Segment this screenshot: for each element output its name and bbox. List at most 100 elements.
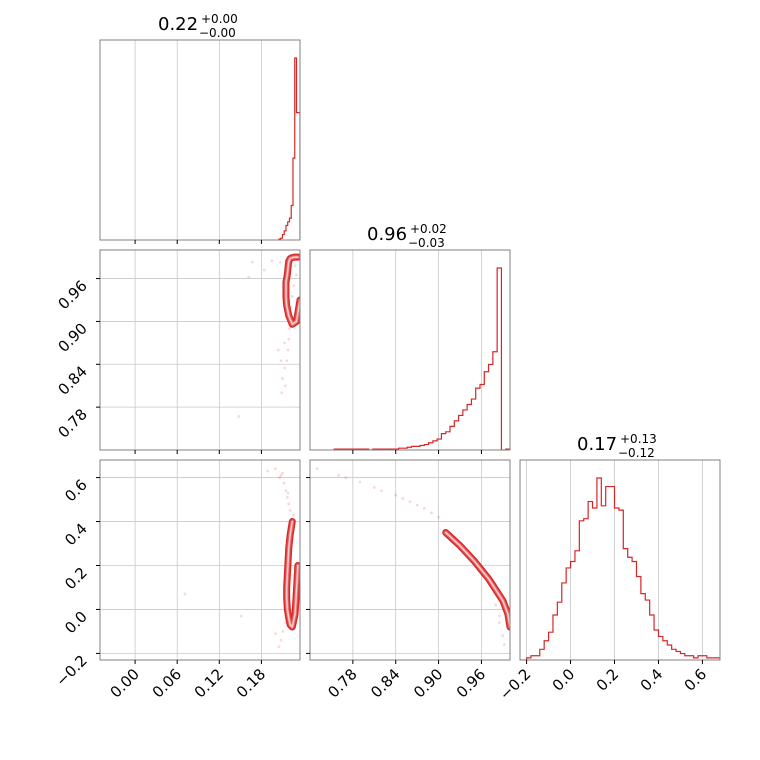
title-param-1-median: 0.22 — [158, 14, 198, 35]
tick-label-x: 0.2 — [593, 665, 623, 695]
tick-label-y: 0.6 — [61, 476, 91, 506]
scatter-point-p2-p3 — [422, 506, 426, 510]
scatter-point-p1-p2 — [290, 295, 294, 298]
tick-label-x: 0.4 — [637, 665, 667, 695]
scatter-point-p1-p3 — [274, 467, 277, 471]
tick-label-x: 0.84 — [367, 665, 403, 701]
title-param-3-plus: +0.13 — [620, 432, 657, 446]
scatter-point-p1-p3 — [281, 630, 285, 633]
hist-param-2 — [333, 267, 510, 450]
scatter-point-p1-p3 — [266, 469, 270, 473]
scatter-point-p1-p3 — [279, 638, 283, 642]
title-param-3: 0.17 — [577, 434, 617, 455]
tick-label-y: 0.0 — [61, 608, 91, 638]
scatter-point-p2-p3 — [401, 497, 405, 500]
title-param-3-minus: −0.12 — [618, 446, 655, 460]
panel-p1-p3 — [99, 459, 301, 661]
scatter-point-p2-p3 — [415, 503, 419, 507]
scatter-point-p2-p3 — [430, 511, 433, 515]
tick-label-x: 0.96 — [453, 665, 489, 701]
scatter-point-p1-p2 — [247, 275, 251, 279]
scatter-point-p1-p3 — [279, 473, 283, 477]
hist-param-1 — [278, 57, 300, 240]
tick-label-x: 0.18 — [233, 665, 269, 701]
scatter-point-p2-p3 — [315, 467, 319, 471]
scatter-point-p2-p3 — [494, 603, 498, 607]
scatter-point-p1-p3 — [283, 621, 287, 625]
scatter-point-p1-p3 — [281, 471, 284, 475]
scatter-point-p1-p3 — [183, 592, 187, 596]
scatter-point-p2-p3 — [358, 480, 362, 484]
scatter-point-p1-p2 — [283, 341, 286, 345]
scatter-point-p1-p2 — [288, 327, 291, 330]
scatter-point-p1-p2 — [292, 284, 296, 288]
contour-p2-p3-level-3 — [444, 531, 510, 629]
scatter-point-p1-p2 — [270, 259, 274, 263]
hist-param-3 — [520, 477, 720, 660]
tick-label-x: 0.0 — [549, 665, 579, 695]
contour-p2-p3-level-4 — [445, 531, 510, 628]
scatter-point-p1-p3 — [287, 502, 291, 506]
tick-label-x: −0.2 — [496, 665, 534, 703]
scatter-point-p1-p3 — [285, 495, 289, 499]
scatter-point-p1-p2 — [278, 260, 282, 264]
scatter-point-p1-p2 — [237, 415, 241, 418]
scatter-point-p1-p3 — [282, 481, 286, 485]
tick-label-x: 0.12 — [191, 665, 227, 701]
scatter-point-p1-p2 — [286, 348, 290, 352]
tick-label-y: 0.84 — [54, 362, 90, 398]
tick-label-y: −0.2 — [52, 652, 90, 690]
scatter-point-p1-p2 — [283, 384, 287, 388]
scatter-point-p1-p2 — [285, 359, 289, 363]
title-param-1-plus: +0.00 — [201, 12, 238, 26]
scatter-point-p2-p3 — [344, 476, 348, 479]
scatter-point-p2-p3 — [502, 643, 506, 647]
title-param-1: 0.22 — [158, 14, 198, 35]
scatter-point-p2-p3 — [501, 634, 505, 638]
title-param-1-minus: −0.00 — [199, 26, 236, 40]
tick-label-y: 0.96 — [54, 277, 90, 313]
scatter-point-p2-p3 — [437, 515, 440, 519]
panel-hist-param-1 — [99, 39, 301, 241]
contour-p2-p3-level-1 — [442, 529, 510, 631]
title-param-3-median: 0.17 — [577, 434, 617, 455]
contour-p1-p2-level-4 — [285, 256, 300, 325]
tick-label-x: 0.6 — [681, 665, 711, 695]
scatter-point-p1-p2 — [295, 273, 298, 277]
scatter-point-p1-p3 — [239, 614, 243, 618]
scatter-point-p1-p3 — [284, 489, 288, 493]
scatter-point-p1-p2 — [276, 348, 280, 352]
panel-p1-p2 — [99, 249, 301, 451]
scatter-point-p1-p3 — [292, 513, 296, 517]
panel-p2-p3 — [309, 459, 511, 661]
scatter-point-p1-p2 — [281, 377, 284, 380]
scatter-point-p2-p3 — [497, 614, 501, 618]
scatter-point-p1-p2 — [280, 391, 284, 395]
scatter-point-p2-p3 — [337, 473, 340, 477]
tick-label-y: 0.78 — [54, 405, 90, 441]
scatter-point-p1-p3 — [288, 509, 292, 512]
scatter-point-p1-p2 — [250, 260, 254, 264]
tick-label-y: 0.4 — [61, 520, 91, 550]
scatter-point-p1-p2 — [293, 264, 297, 268]
title-param-2: 0.96 — [367, 224, 407, 245]
scatter-point-p1-p2 — [279, 359, 283, 363]
tick-label-y: 0.2 — [61, 564, 91, 594]
scatter-point-p2-p3 — [394, 493, 398, 497]
title-param-2-plus: +0.02 — [410, 222, 447, 236]
tick-label-x: 0.06 — [149, 665, 185, 701]
scatter-point-p1-p3 — [274, 632, 277, 636]
contour-p2-p3-level-2 — [443, 530, 510, 630]
tick-label-y: 0.90 — [54, 320, 90, 356]
scatter-point-p1-p2 — [283, 366, 286, 370]
scatter-point-p2-p3 — [408, 500, 412, 504]
scatter-point-p1-p2 — [262, 268, 266, 272]
panel-hist-param-2 — [309, 249, 511, 451]
scatter-point-p1-p2 — [287, 337, 291, 341]
scatter-point-p2-p3 — [497, 621, 501, 625]
tick-label-x: 0.90 — [410, 665, 446, 701]
scatter-point-p1-p3 — [286, 491, 290, 495]
tick-label-x: 0.00 — [107, 665, 143, 701]
scatter-point-p2-p3 — [372, 486, 376, 489]
